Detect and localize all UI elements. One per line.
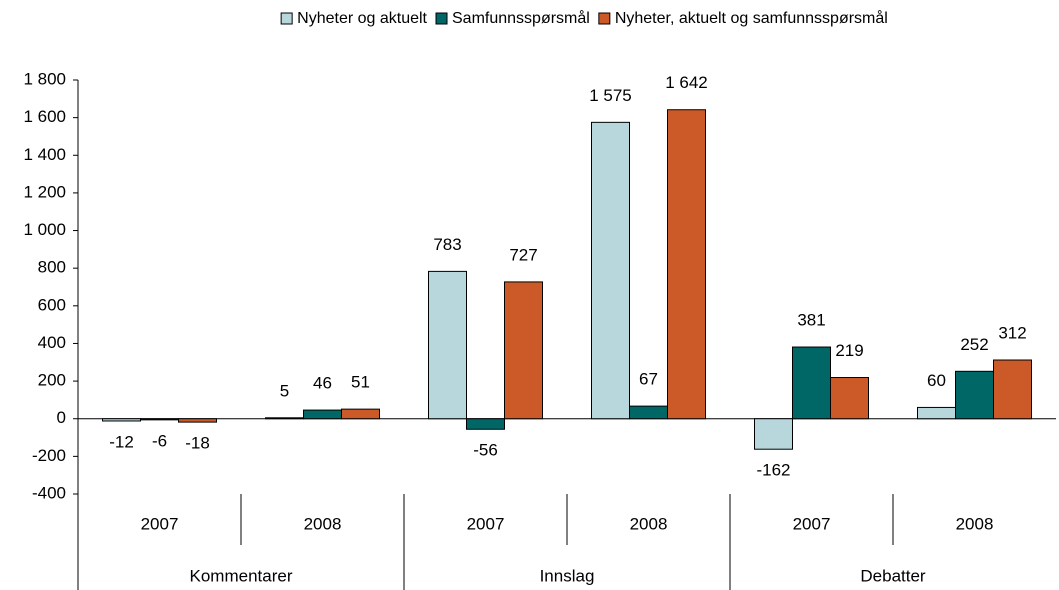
y-tick-label: 200 (38, 371, 66, 390)
data-label: 381 (797, 311, 825, 330)
legend-swatch (435, 12, 448, 25)
bar (178, 418, 217, 423)
x-tick-label: 2007 (793, 514, 831, 533)
data-label: 312 (998, 323, 1026, 342)
y-tick-label: 600 (38, 295, 66, 314)
y-tick-label: -200 (32, 446, 66, 465)
bar (667, 109, 706, 420)
bar (102, 418, 141, 422)
bar (830, 377, 869, 420)
bar (341, 408, 380, 420)
bar (303, 409, 342, 420)
y-tick-label: 1 800 (23, 69, 66, 88)
data-label: 219 (835, 341, 863, 360)
data-label: 1 575 (589, 86, 632, 105)
data-label: 783 (433, 235, 461, 254)
bar (955, 370, 994, 420)
legend-label: Nyheter og aktuelt (297, 10, 427, 27)
x-tick-label: 2007 (467, 514, 505, 533)
legend-swatch (598, 12, 611, 25)
bar (466, 418, 505, 430)
x-tick-label: 2008 (630, 514, 668, 533)
data-label: 67 (639, 370, 658, 389)
legend-label: Nyheter, aktuelt og samfunnsspørsmål (615, 9, 888, 27)
y-tick-label: -400 (32, 483, 66, 502)
data-label: 51 (351, 373, 370, 392)
bar (504, 281, 543, 420)
data-label: -12 (109, 432, 134, 451)
y-tick-label: 400 (38, 333, 66, 352)
group-label: Debatter (860, 566, 926, 585)
data-label: 5 (280, 381, 289, 400)
y-tick-label: 1 200 (23, 182, 66, 201)
data-label: 1 642 (665, 73, 708, 92)
bar (917, 406, 956, 420)
data-label: -162 (756, 461, 790, 480)
group-label: Kommentarer (190, 566, 293, 585)
bar (428, 270, 467, 420)
data-label: -6 (152, 431, 167, 450)
bar (265, 417, 304, 420)
data-label: 252 (960, 335, 988, 354)
data-label: -18 (185, 434, 210, 453)
y-tick-label: 1 600 (23, 107, 66, 126)
bar (993, 359, 1032, 420)
bar (591, 121, 630, 420)
bar (792, 346, 831, 420)
x-tick-label: 2007 (141, 514, 179, 533)
data-label: -56 (473, 441, 498, 460)
y-tick-label: 800 (38, 258, 66, 277)
y-tick-label: 1 400 (23, 145, 66, 164)
data-label: 727 (509, 245, 537, 264)
bar (140, 418, 179, 421)
bar (754, 418, 793, 450)
x-tick-label: 2008 (304, 514, 342, 533)
data-label: 60 (927, 371, 946, 390)
data-label: 46 (313, 374, 332, 393)
y-tick-label: 0 (57, 408, 66, 427)
legend-label: Samfunnsspørsmål (452, 9, 590, 27)
group-label: Innslag (540, 566, 595, 585)
y-tick-label: 1 000 (23, 220, 66, 239)
x-tick-label: 2008 (956, 514, 994, 533)
bar (629, 405, 668, 420)
legend-swatch (280, 12, 293, 25)
